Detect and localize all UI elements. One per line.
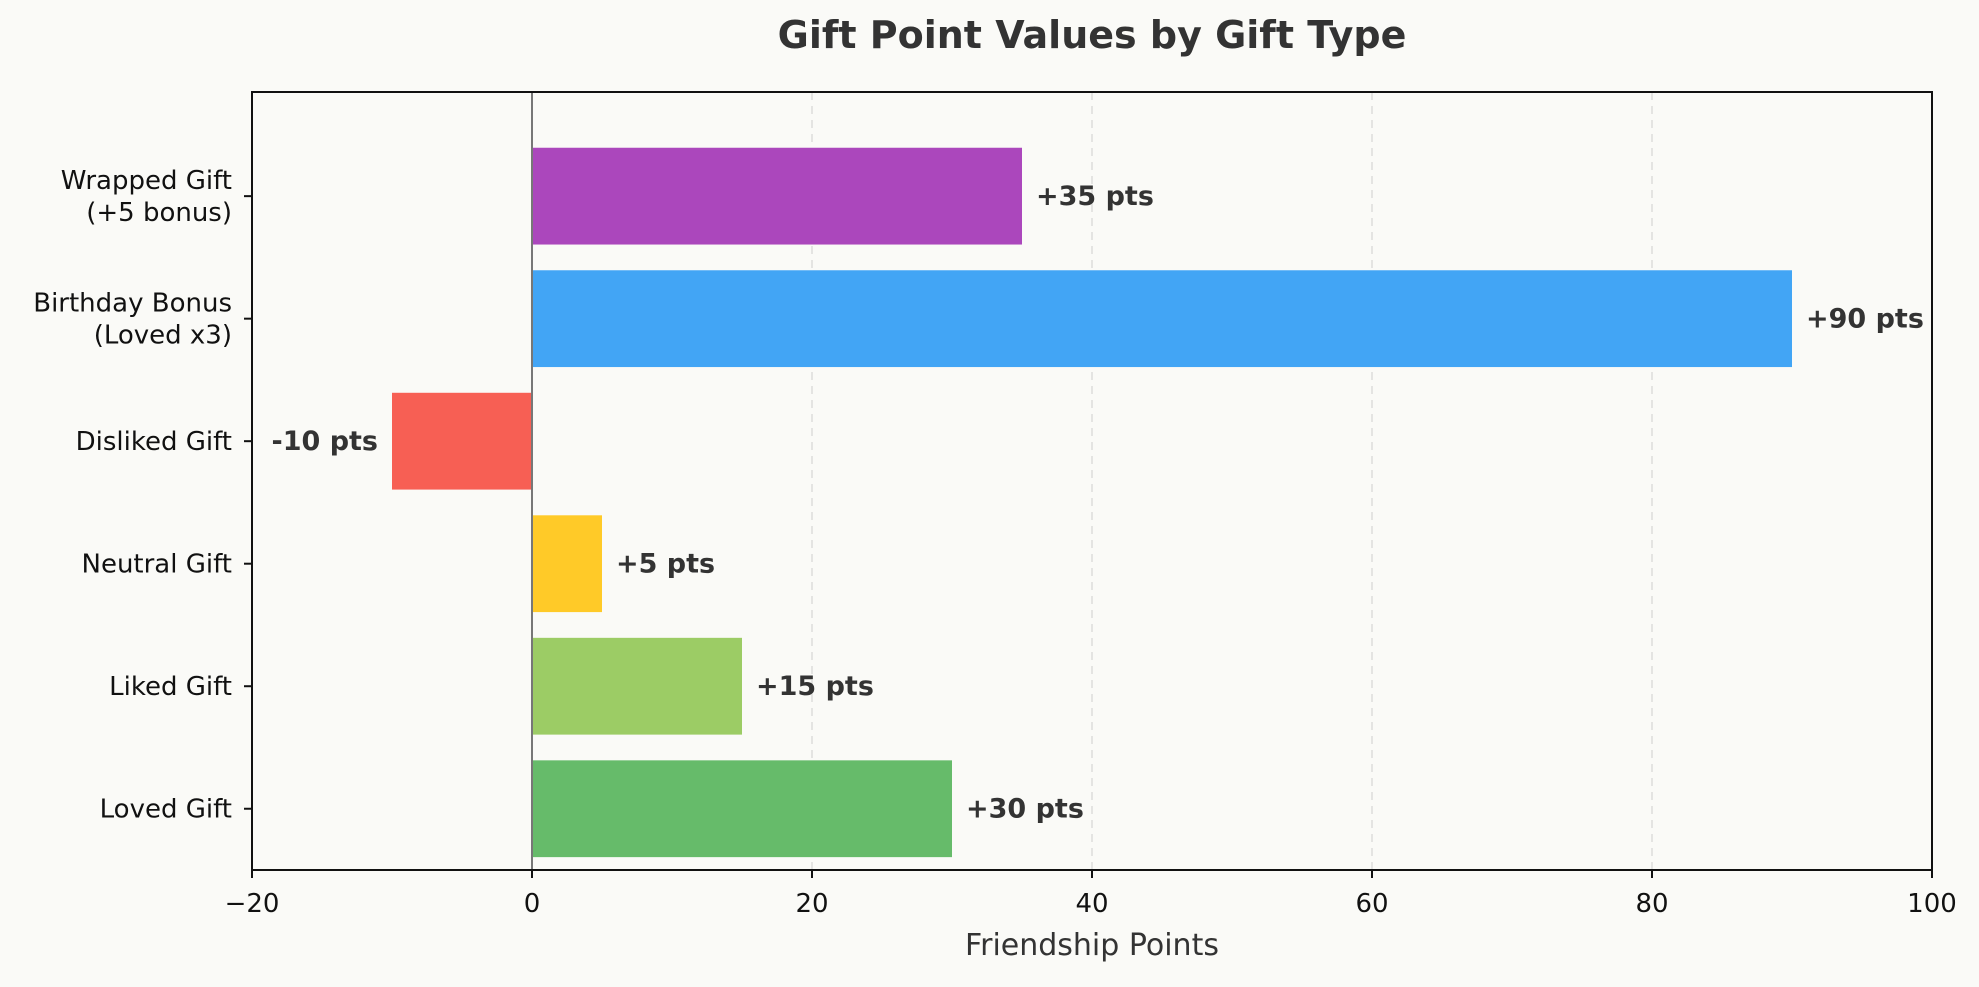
bar-0 (532, 147, 1022, 245)
axes: −20 0 20 40 60 80 100 Wrapped Gift (+5 bonus) Bir… (33, 91, 1957, 919)
chart-title: Gift Point Values by Gift Type (778, 13, 1407, 57)
x-tick-label-0: −20 (225, 889, 280, 919)
data-label-1: +90 pts (1806, 304, 1924, 335)
data-label-3: +5 pts (616, 549, 715, 580)
y-tick-label-3: Neutral Gift (82, 550, 233, 580)
x-tick-label-2: 20 (795, 889, 828, 919)
y-tick-label-5: Loved Gift (100, 795, 232, 825)
bar-1 (532, 270, 1792, 368)
x-tick-label-6: 100 (1907, 889, 1957, 919)
bar-3 (532, 515, 602, 613)
x-axis-label: Friendship Points (965, 928, 1219, 963)
bars (392, 147, 1792, 858)
data-label-0: +35 pts (1036, 181, 1154, 212)
x-tick-label-4: 60 (1355, 889, 1388, 919)
data-labels: +35 pts +90 pts -10 pts +5 pts +15 pts +30 pt… (272, 181, 1924, 825)
data-label-4: +15 pts (756, 671, 874, 702)
x-tick-label-3: 40 (1075, 889, 1108, 919)
y-tick-label-4: Liked Gift (109, 672, 232, 702)
bar-5 (532, 760, 952, 858)
data-label-5: +30 pts (966, 794, 1084, 825)
bar-2 (392, 392, 532, 490)
y-tick-label-0: Wrapped Gift (+5 bonus) (61, 166, 232, 228)
y-tick-label-2: Disliked Gift (76, 427, 232, 457)
x-tick-label-5: 80 (1635, 889, 1668, 919)
bar-4 (532, 637, 742, 735)
y-tick-label-1: Birthday Bonus (Loved x3) (33, 289, 232, 351)
x-tick-label-1: 0 (524, 889, 541, 919)
data-label-2: -10 pts (272, 426, 378, 457)
